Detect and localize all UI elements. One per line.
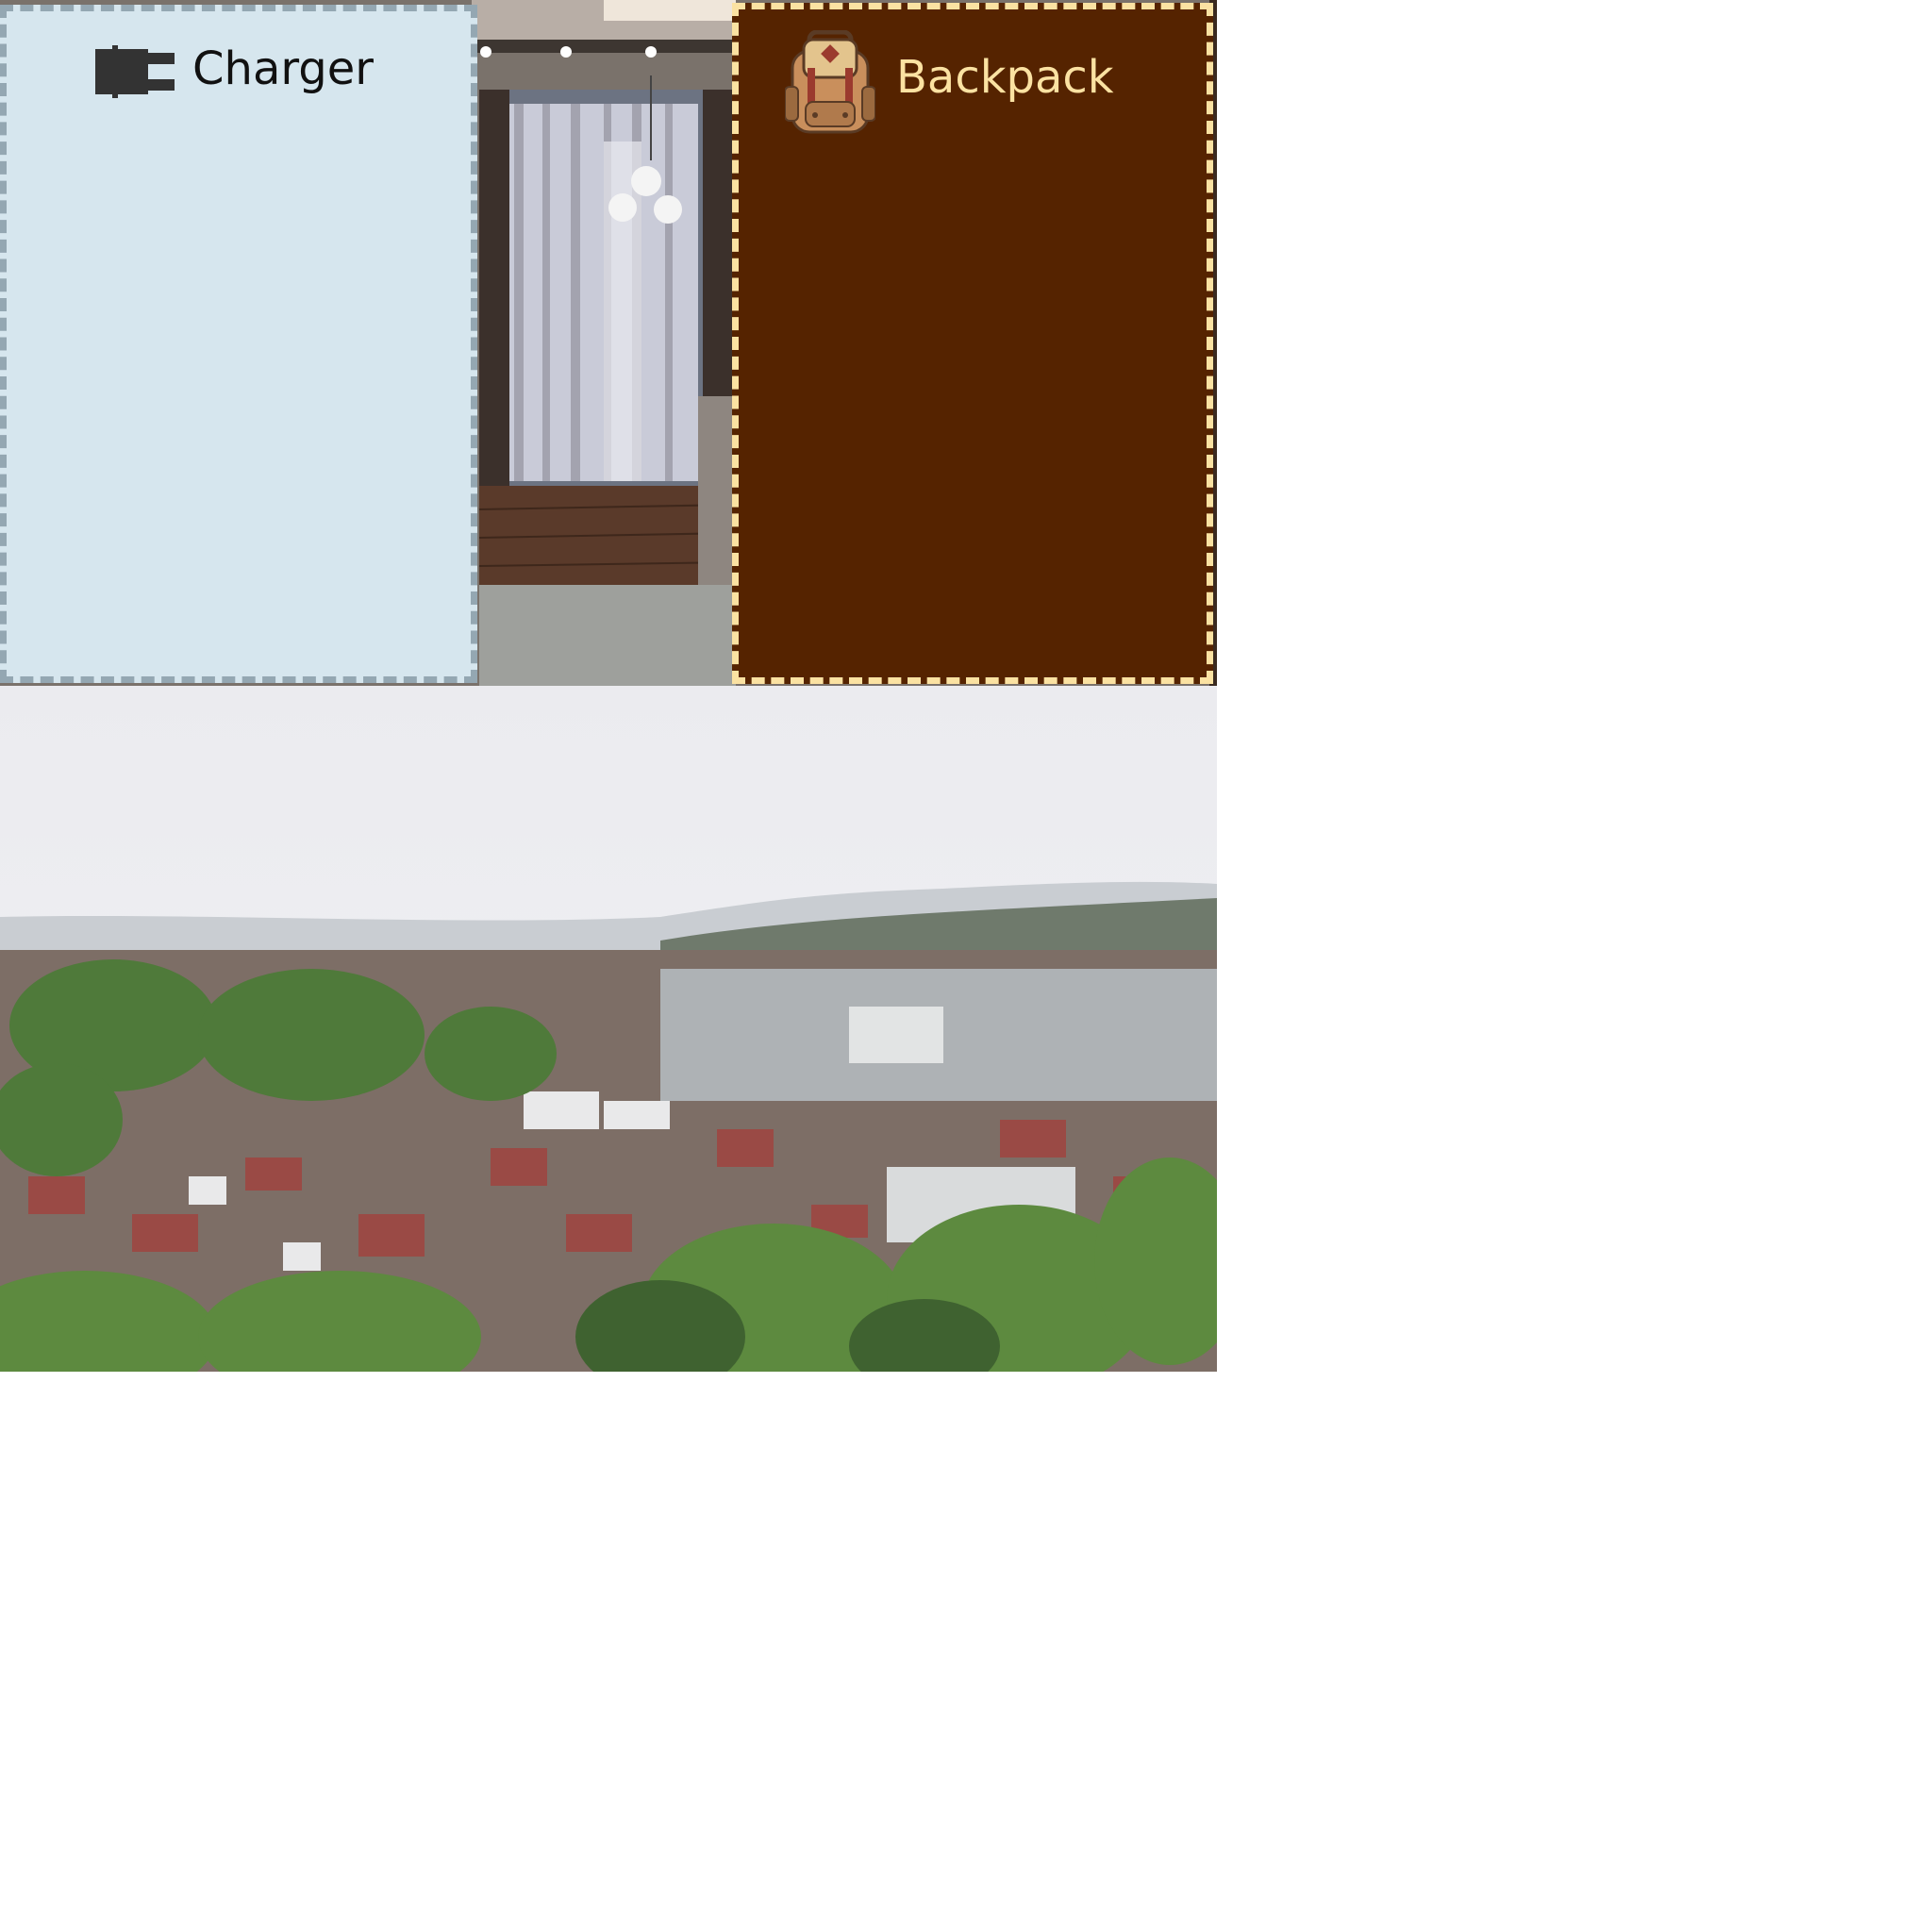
backpack-label: Backpack <box>896 51 1114 104</box>
charger-slot[interactable]: Charger <box>0 5 477 683</box>
backpack-slot[interactable]: Backpack <box>732 3 1213 684</box>
charger-label: Charger <box>192 42 374 95</box>
plug-icon <box>93 45 178 102</box>
town-background <box>0 686 1217 1372</box>
backpack-icon <box>784 29 876 140</box>
town-scene <box>0 686 1217 1372</box>
